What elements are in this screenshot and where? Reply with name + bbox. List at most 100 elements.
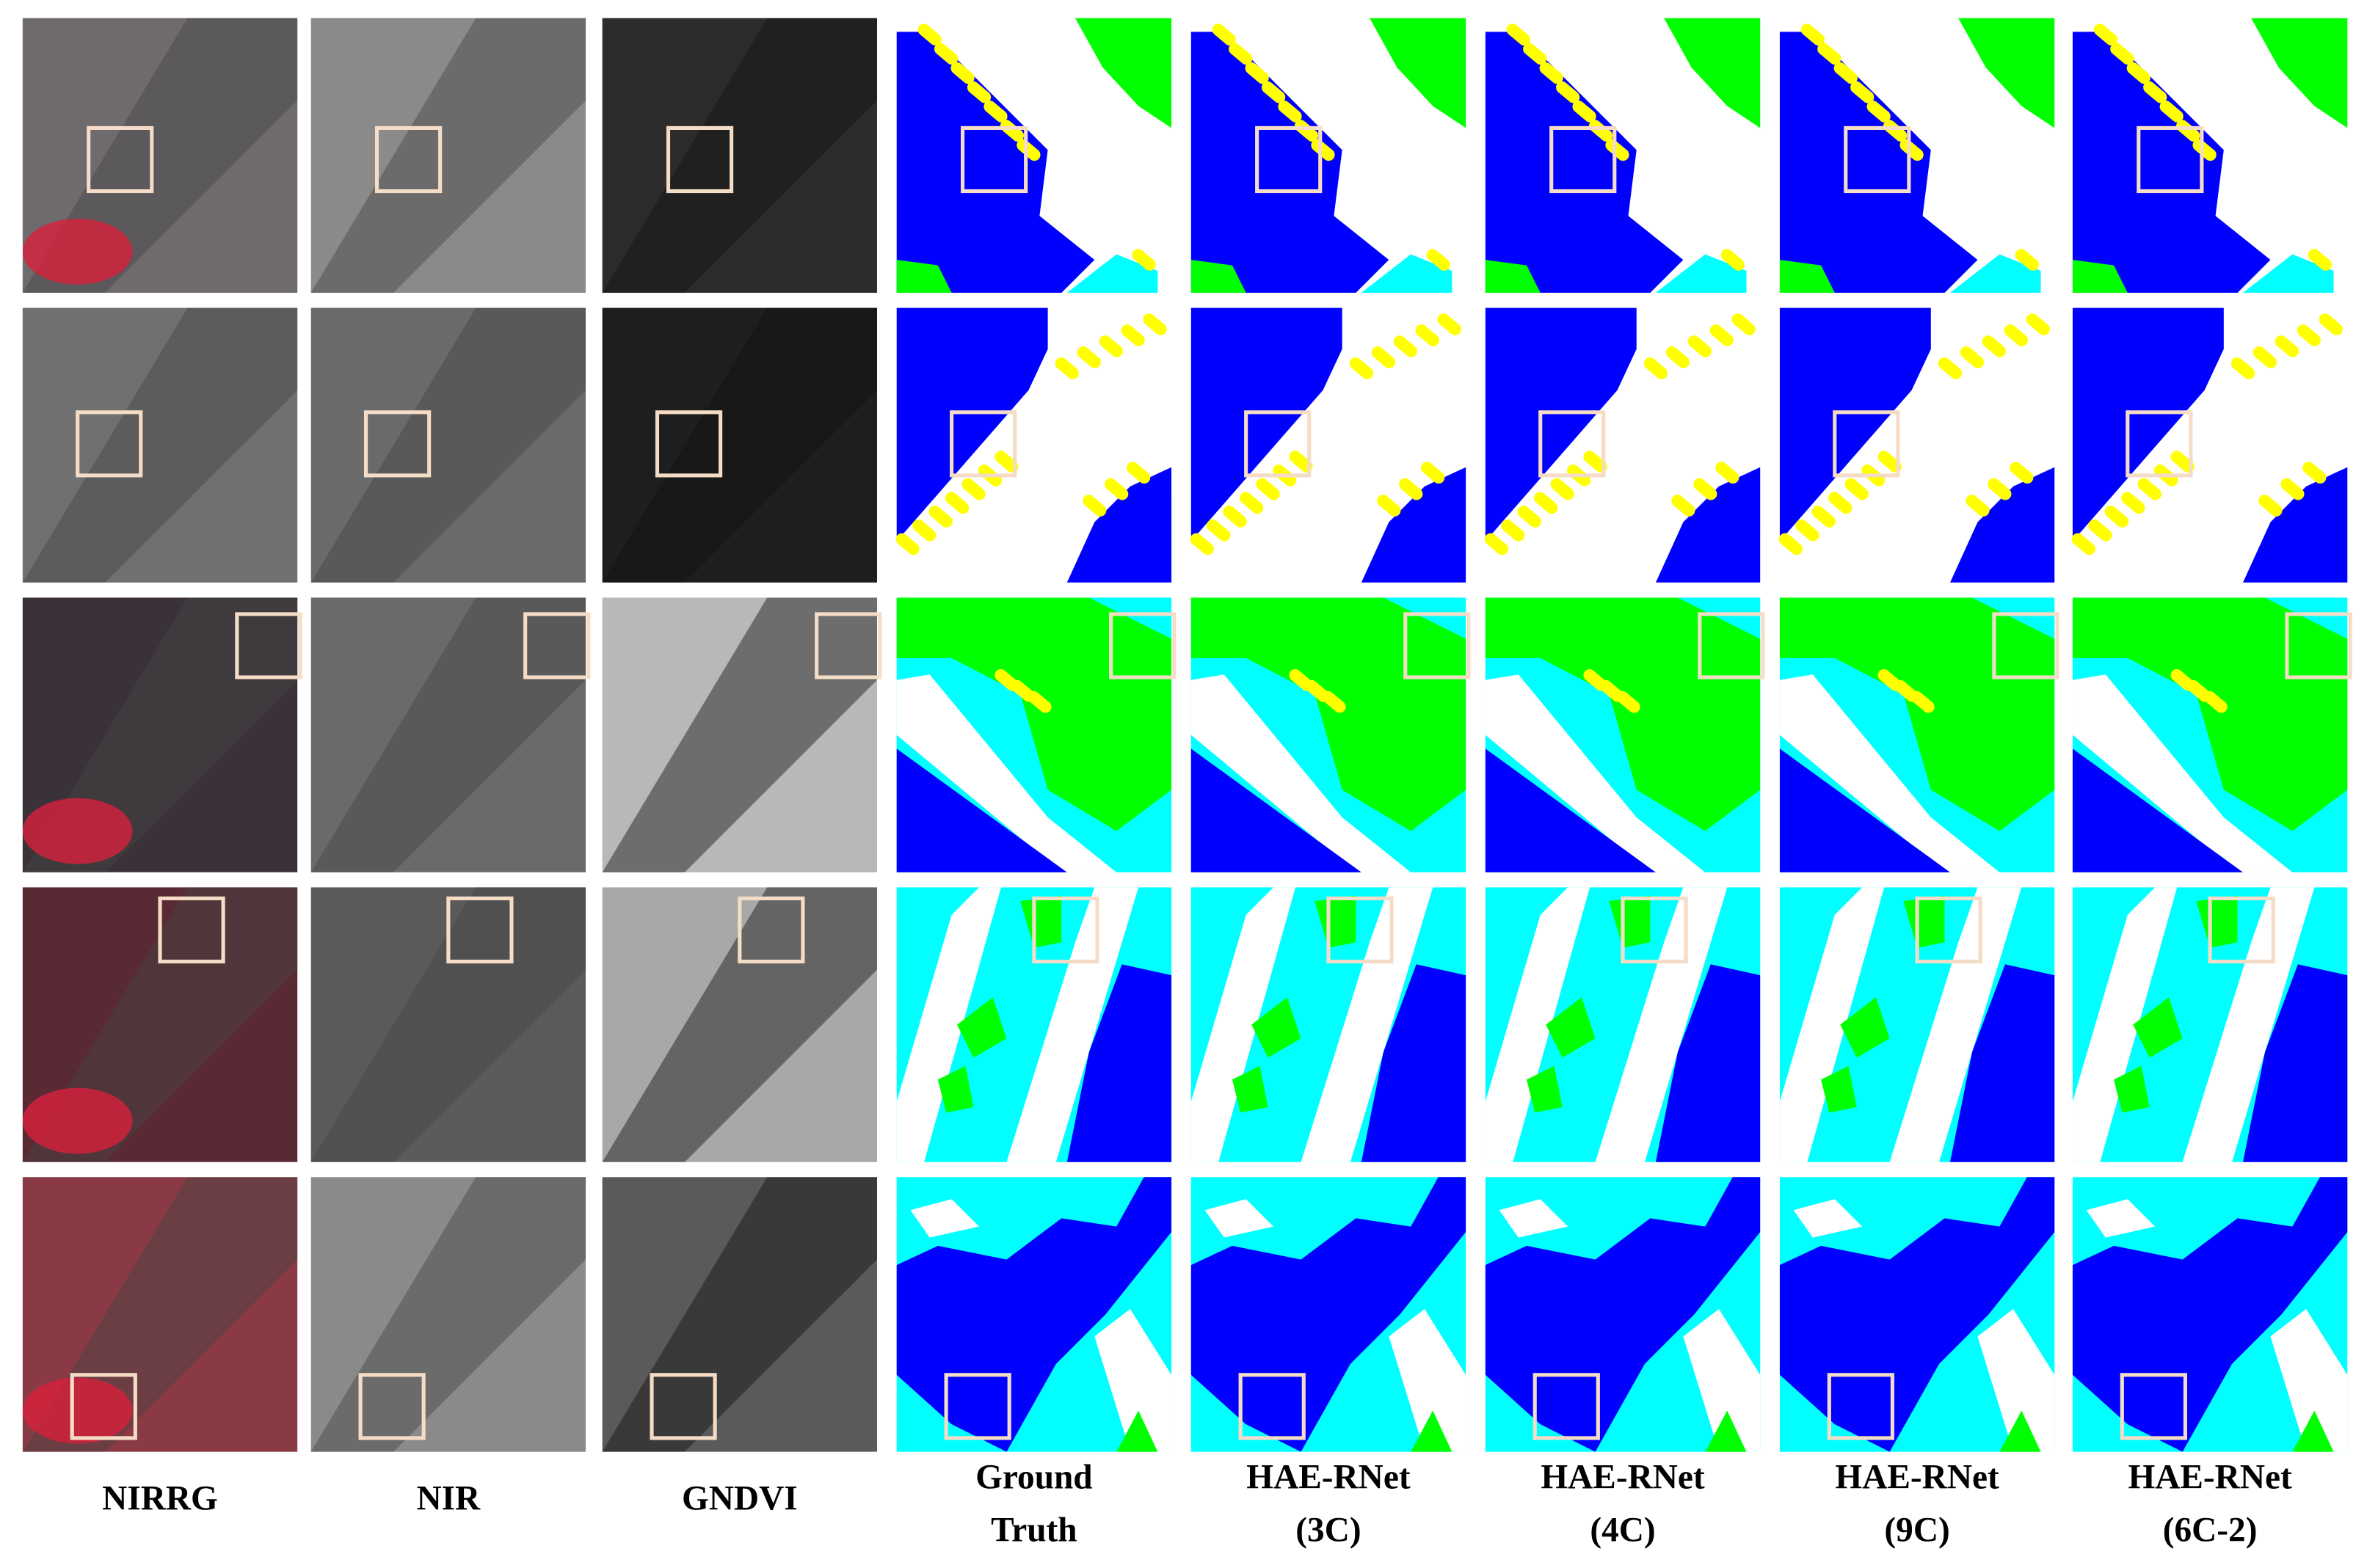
tile: [1484, 307, 1761, 583]
region: [1415, 324, 1439, 346]
region: [1349, 357, 1373, 379]
tile: [310, 307, 586, 583]
column-label: Ground: [975, 1459, 1092, 1497]
region: [2253, 346, 2277, 368]
photo-shade: [602, 597, 877, 872]
region: [950, 62, 975, 84]
region: [1779, 674, 2000, 872]
region: [1655, 254, 1747, 293]
region: [1779, 748, 1951, 872]
column-label: HAE-RNet: [1541, 1459, 1705, 1497]
region: [1950, 467, 2055, 583]
column-label: (9C): [1884, 1512, 1949, 1550]
region: [1982, 335, 2007, 357]
highlight-box: [1109, 612, 1177, 679]
region: [2280, 478, 2305, 500]
highlight-box: [944, 1373, 1011, 1440]
region: [1028, 690, 1052, 713]
region: [1240, 492, 1264, 514]
region: [1664, 18, 1761, 128]
tile: [310, 597, 591, 872]
photo: [310, 597, 586, 872]
highlight-box: [1326, 896, 1394, 964]
region: [896, 674, 1117, 872]
region: [1840, 997, 1890, 1058]
region: [2133, 997, 2183, 1058]
region: [2114, 1065, 2150, 1113]
region: [1485, 260, 1541, 293]
region: [1066, 964, 1172, 1162]
highlight-box: [1844, 125, 1911, 194]
region: [1988, 478, 2012, 500]
region: [1075, 18, 1172, 128]
highlight-box: [70, 1373, 137, 1440]
region: [2093, 23, 2117, 45]
region: [1278, 101, 1302, 123]
photo: [602, 18, 877, 293]
region: [1207, 519, 1231, 541]
region: [2072, 32, 2271, 293]
region: [2143, 81, 2167, 103]
region: [1977, 1308, 2055, 1452]
region: [1261, 81, 1286, 103]
region: [1251, 997, 1301, 1058]
tile: [602, 307, 877, 583]
highlight-box: [2208, 896, 2275, 964]
column-label: HAE-RNet: [1246, 1459, 1411, 1497]
region: [1800, 23, 1825, 45]
tile: [1779, 597, 2059, 872]
region: [896, 887, 1001, 1162]
tile: [602, 597, 882, 872]
highlight-box: [1532, 1373, 1600, 1440]
region: [1709, 324, 1734, 346]
region: [1795, 519, 1819, 541]
region: [1377, 495, 1401, 517]
photo-shade: [310, 307, 586, 583]
region: [2308, 249, 2332, 271]
column-label: HAE-RNet: [2128, 1459, 2292, 1497]
region: [1778, 533, 1803, 555]
region: [1232, 1065, 1268, 1113]
photo-shade: [22, 307, 298, 583]
region: [1643, 357, 1668, 379]
region: [1966, 495, 1990, 517]
region: [1609, 895, 1651, 948]
tile: [1190, 307, 1466, 583]
region: [1485, 1177, 1761, 1452]
region: [1534, 492, 1558, 514]
tile: [1190, 18, 1466, 293]
region: [1793, 1199, 1863, 1238]
region: [1399, 478, 1423, 500]
region: [1132, 249, 1156, 271]
tile: [2072, 1177, 2348, 1452]
region: [2297, 324, 2321, 346]
region: [1523, 43, 1547, 65]
region: [895, 533, 920, 555]
region: [2170, 451, 2195, 473]
region: [2275, 335, 2299, 357]
region: [2243, 467, 2348, 583]
region: [1485, 887, 1590, 1162]
tile: [22, 887, 298, 1162]
vegetation: [22, 1087, 133, 1154]
region: [1361, 964, 1466, 1162]
region: [1828, 492, 1852, 514]
region: [1665, 346, 1690, 368]
region: [2126, 62, 2150, 84]
region: [2088, 519, 2112, 541]
region: [957, 997, 1007, 1058]
region: [1671, 495, 1695, 517]
region: [1055, 357, 1079, 379]
highlight-box: [2120, 1373, 2187, 1440]
region: [2292, 1410, 2334, 1452]
vegetation: [22, 1377, 133, 1444]
region: [1437, 313, 1461, 335]
region: [1315, 895, 1356, 948]
region: [2176, 120, 2200, 142]
region: [967, 81, 992, 103]
region: [1020, 895, 1062, 948]
region: [1066, 467, 1172, 583]
region: [1866, 101, 1891, 123]
highlight-box: [76, 410, 143, 478]
